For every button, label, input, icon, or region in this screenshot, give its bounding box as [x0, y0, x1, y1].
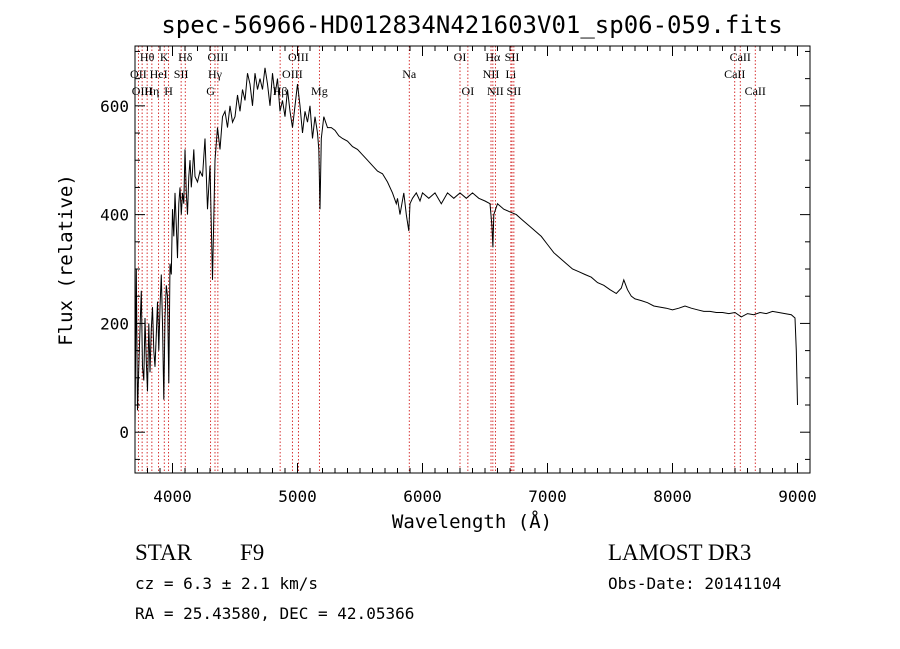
y-tick-label: 400	[100, 206, 129, 225]
x-tick-label: 5000	[278, 487, 317, 506]
emission-line-label: OIII	[132, 84, 153, 98]
emission-line-label: K	[160, 50, 169, 64]
y-tick-label: 0	[119, 423, 129, 442]
emission-line-label: Mg	[311, 84, 328, 98]
emission-line-label: SII	[507, 84, 522, 98]
emission-line-markers	[137, 46, 756, 473]
x-tick-label: 6000	[403, 487, 442, 506]
y-tick-label: 600	[100, 97, 129, 116]
emission-line-label: Hδ	[178, 50, 193, 64]
emission-line-label: CaII	[745, 84, 766, 98]
obs-date: Obs-Date: 20141104	[608, 574, 781, 593]
emission-line-label: Li	[506, 67, 517, 81]
spectrum-series	[134, 67, 798, 427]
object-class: STAR	[135, 540, 193, 565]
emission-line-label: H	[164, 84, 173, 98]
emission-line-label: OIII	[208, 50, 229, 64]
subclass: F9	[240, 540, 264, 565]
emission-line-label: SII	[505, 50, 520, 64]
chart-title: spec-56966-HD012834N421603V01_sp06-059.f…	[161, 11, 782, 39]
emission-line-label: OII	[130, 67, 147, 81]
x-tick-label: 9000	[778, 487, 817, 506]
spectrum-line	[134, 67, 798, 427]
emission-line-label: NII	[483, 67, 500, 81]
emission-line-label: OI	[454, 50, 467, 64]
x-axis-label: Wavelength (Å)	[392, 510, 552, 533]
x-tick-label: 7000	[528, 487, 567, 506]
emission-line-label: Hα	[485, 50, 501, 64]
emission-line-label: CaII	[730, 50, 751, 64]
emission-line-label: OIII	[288, 50, 309, 64]
emission-line-label: HeI	[150, 67, 168, 81]
emission-line-label: Hθ	[140, 50, 155, 64]
emission-line-label: Hγ	[208, 67, 223, 81]
x-tick-label: 4000	[153, 487, 192, 506]
emission-line-label: OIII	[282, 67, 303, 81]
coordinates: RA = 25.43580, DEC = 42.05366	[135, 604, 414, 623]
y-axis-label: Flux (relative)	[55, 174, 77, 346]
emission-line-label: NII	[487, 84, 504, 98]
y-axis-ticks: 0 200 400 600	[100, 50, 810, 460]
emission-line-label: Na	[402, 67, 417, 81]
x-tick-label: 8000	[653, 487, 692, 506]
emission-line-label: SII	[174, 67, 189, 81]
emission-line-label: CaII	[724, 67, 745, 81]
y-tick-label: 200	[100, 314, 129, 333]
emission-line-label: G	[206, 84, 215, 98]
survey-name: LAMOST DR3	[608, 540, 751, 565]
emission-line-label: OI	[462, 84, 475, 98]
redshift-text: cz = 6.3 ± 2.1 km/s	[135, 574, 318, 593]
x-axis-ticks: 4000 5000 6000 7000 8000 9000	[134, 46, 817, 506]
emission-line-label: Hη	[144, 84, 159, 98]
